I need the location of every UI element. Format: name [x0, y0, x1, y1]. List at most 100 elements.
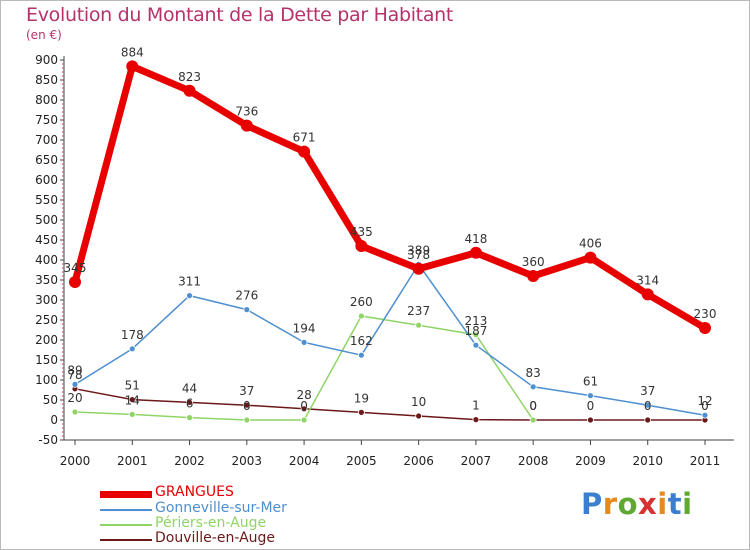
data-label: 89	[67, 363, 82, 377]
x-tick-label: 2000	[60, 454, 91, 468]
chart-title: Evolution du Montant de la Dette par Hab…	[26, 4, 454, 26]
y-tick-label: 300	[35, 293, 58, 307]
data-point	[412, 262, 425, 275]
data-label: 435	[350, 225, 373, 239]
series-line-1	[74, 263, 706, 416]
data-point	[357, 408, 365, 416]
y-tick-label: 650	[35, 153, 58, 167]
data-point	[415, 412, 423, 420]
data-point	[701, 411, 709, 419]
data-label: 823	[178, 70, 201, 84]
data-label: 378	[407, 248, 430, 262]
y-tick-label: 200	[35, 333, 58, 347]
data-label: 187	[464, 324, 487, 338]
y-tick-label: 600	[35, 173, 58, 187]
data-point	[186, 414, 193, 422]
data-label: 37	[239, 384, 254, 398]
legend-label: GRANGUES	[155, 484, 234, 500]
x-tick-label: 2008	[518, 454, 549, 468]
data-point	[357, 312, 365, 320]
y-tick-label: -50	[38, 433, 58, 447]
data-label: 1	[472, 399, 480, 413]
data-label: 10	[411, 395, 426, 409]
legend-swatch	[100, 524, 152, 526]
data-point	[641, 288, 654, 301]
brand-letter: r	[602, 487, 618, 521]
data-label: 671	[293, 131, 316, 145]
data-point	[355, 240, 368, 252]
data-point	[469, 246, 482, 259]
data-point	[644, 416, 652, 424]
data-point	[243, 306, 251, 314]
x-tick-label: 2003	[232, 454, 263, 468]
brand-letter: o	[617, 487, 639, 521]
data-label: 0	[529, 399, 537, 413]
data-label: 37	[640, 384, 655, 398]
data-label: 14	[125, 393, 140, 407]
y-tick-label: 900	[35, 53, 58, 67]
data-label: 230	[694, 307, 717, 321]
y-tick-label: 800	[35, 93, 58, 107]
data-point	[183, 84, 196, 97]
data-point	[644, 401, 652, 409]
data-label: 0	[644, 399, 652, 413]
data-point	[298, 145, 311, 158]
data-label: 260	[350, 295, 373, 309]
data-label: 389	[407, 243, 430, 257]
data-label: 360	[522, 255, 545, 269]
legend-label: Périers-en-Auge	[155, 515, 267, 531]
y-tick-label: 250	[35, 313, 58, 327]
brand-letter: P	[581, 487, 603, 521]
data-point	[71, 408, 79, 416]
y-tick-label: 350	[35, 273, 58, 287]
legend-label: Douville-en-Auge	[155, 530, 276, 546]
brand-logo: Proxiti	[581, 487, 693, 521]
x-tick-label: 2010	[632, 454, 663, 468]
x-tick-label: 2009	[575, 454, 606, 468]
data-point	[587, 392, 594, 400]
data-label: 884	[121, 45, 144, 59]
data-point	[240, 119, 253, 132]
y-tick-label: 0	[50, 413, 58, 427]
x-tick-label: 2002	[174, 454, 205, 468]
x-tick-label: 2001	[117, 454, 148, 468]
data-label: 194	[293, 321, 316, 335]
data-label: 406	[579, 237, 602, 251]
data-label: 276	[235, 289, 258, 303]
data-point	[472, 416, 480, 424]
data-label: 12	[697, 394, 712, 408]
legend-label: Gonneville-sur-Mer	[155, 500, 287, 516]
brand-letter: i	[657, 487, 668, 521]
data-point	[300, 405, 308, 413]
data-point	[243, 416, 251, 424]
data-point	[527, 270, 540, 282]
data-label: 178	[121, 328, 144, 342]
data-point	[128, 345, 136, 353]
legend-swatch	[100, 509, 152, 511]
data-label: 0	[300, 399, 308, 413]
data-point	[71, 380, 79, 388]
data-label: 418	[464, 232, 487, 246]
data-label: 20	[67, 391, 82, 405]
y-tick-label: 450	[35, 233, 58, 247]
data-label: 19	[354, 391, 369, 405]
data-label: 0	[701, 399, 709, 413]
y-tick-label: 750	[35, 113, 58, 127]
y-tick-label: 700	[35, 133, 58, 147]
data-label: 345	[64, 261, 87, 275]
data-point	[126, 60, 139, 73]
data-point	[415, 321, 423, 329]
data-point	[472, 331, 480, 339]
y-tick-label: 500	[35, 213, 58, 227]
brand-letter: x	[638, 487, 658, 521]
data-label: 44	[182, 381, 197, 395]
y-tick-label: 100	[35, 373, 58, 387]
data-label: 83	[526, 366, 541, 380]
data-label: 51	[125, 379, 140, 393]
data-label: 0	[243, 399, 251, 413]
x-tick-label: 2005	[346, 454, 377, 468]
data-label: 61	[583, 375, 598, 389]
chart-unit: (en €)	[26, 28, 62, 42]
y-tick-label: 50	[43, 393, 58, 407]
